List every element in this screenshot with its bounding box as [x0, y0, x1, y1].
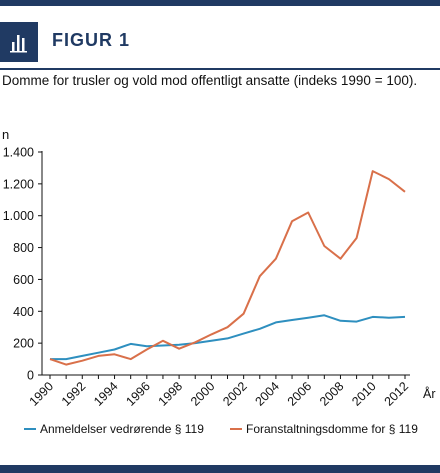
- y-tick-label: 200: [13, 337, 34, 351]
- x-tick-label: 1992: [59, 379, 89, 409]
- y-tick-label: 600: [13, 273, 34, 287]
- x-tick-label: 2008: [317, 379, 347, 409]
- x-tick-label: 1998: [156, 379, 186, 409]
- x-tick-label: 2004: [252, 379, 282, 409]
- x-tick-label: 1994: [91, 379, 121, 409]
- x-tick-label: 2000: [188, 379, 218, 409]
- figure-header: FIGUR 1: [0, 22, 440, 62]
- x-tick-label: 1996: [123, 379, 153, 409]
- series-line-2: [49, 170, 406, 366]
- y-tick-label: 1.200: [3, 177, 34, 191]
- y-axis-label: n: [2, 127, 9, 142]
- bar-chart-icon: [0, 22, 38, 62]
- x-tick-label: 1990: [27, 379, 57, 409]
- top-bar: [0, 0, 440, 6]
- figure-label: FIGUR 1: [52, 30, 131, 50]
- header-divider: [0, 68, 440, 70]
- x-tick-label: 2010: [349, 379, 379, 409]
- bottom-bar: [0, 465, 440, 473]
- figure-caption: Domme for trusler og vold mod offentligt…: [2, 73, 418, 88]
- series-line-1: [50, 314, 406, 361]
- y-tick-label: 0: [27, 369, 34, 383]
- x-axis-label: År: [423, 386, 436, 401]
- legend-label: Anmeldelser vedrørende § 119: [40, 422, 204, 436]
- legend-label: Foranstaltningsdomme for § 119: [246, 422, 418, 436]
- y-tick-label: 400: [13, 305, 34, 319]
- y-tick-label: 1.000: [3, 209, 34, 223]
- y-tick-label: 800: [13, 241, 34, 255]
- x-tick-label: 2002: [220, 379, 250, 409]
- x-tick-label: 2012: [382, 379, 412, 409]
- y-tick-label: 1.400: [3, 146, 34, 160]
- x-tick-label: 2006: [285, 379, 315, 409]
